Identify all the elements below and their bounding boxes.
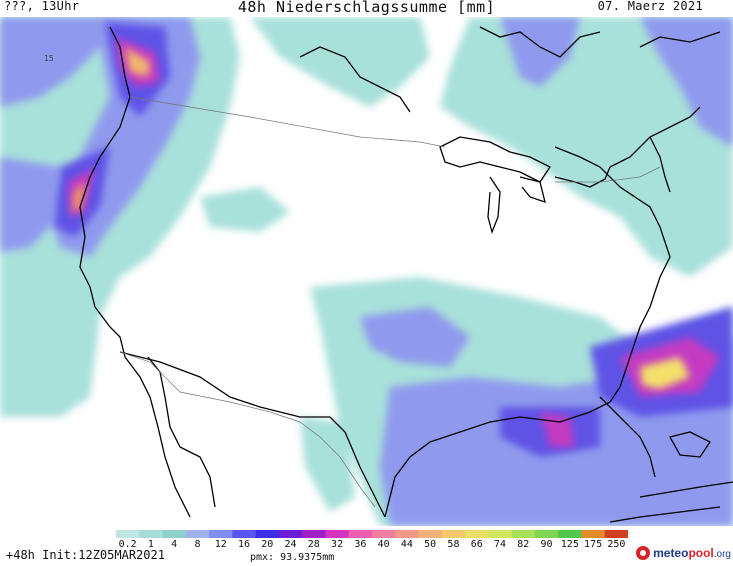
legend-tick-label: 40 xyxy=(377,539,390,550)
legend-tick-label: 58 xyxy=(447,539,460,550)
legend-color-segment xyxy=(418,530,443,538)
coastlines xyxy=(79,26,733,523)
valid-time-label: ???, 13Uhr xyxy=(4,0,80,13)
legend-color-segment xyxy=(185,530,210,538)
legend-color-segment xyxy=(278,530,303,538)
legend-color-segment xyxy=(348,530,373,538)
legend-color-segment xyxy=(255,530,280,538)
logo-text-meteo: meteo xyxy=(653,546,689,560)
legend-tick-label: 44 xyxy=(400,539,413,550)
legend-tick-label: 12 xyxy=(214,539,227,550)
legend-color-segment xyxy=(441,530,466,538)
meteopool-logo[interactable]: meteopool.org xyxy=(636,546,731,560)
legend-color-segment xyxy=(534,530,559,538)
political-borders xyxy=(119,96,661,508)
legend-color-segment xyxy=(558,530,582,538)
precipitation-map: 15 xyxy=(0,17,733,526)
legend-color-segment xyxy=(325,530,350,538)
legend-color-segment xyxy=(162,530,187,538)
legend-color-segment xyxy=(232,530,257,538)
legend-tick-label: 74 xyxy=(493,539,507,550)
legend-color-segment xyxy=(209,530,233,538)
legend-colorbar xyxy=(116,530,628,538)
legend-color-segment xyxy=(511,530,536,538)
legend-tick-label: 50 xyxy=(424,539,437,550)
meteopool-icon xyxy=(636,546,651,560)
legend-tick-labels: 0.2 1 4 8 12 16 20 24 28 32 36 40 44 50 58 66 74 82 90 125 1… xyxy=(116,539,628,551)
legend-tick-label: 90 xyxy=(540,539,553,550)
precip-extreme-field xyxy=(73,47,690,389)
legend-tick-label: 24 xyxy=(284,539,297,550)
legend-tick-label: 66 xyxy=(470,539,483,550)
date-label: 07. Maerz 2021 xyxy=(597,0,703,13)
legend-tick-label: 125 xyxy=(560,539,579,550)
legend-tick-label: 20 xyxy=(261,539,274,550)
legend-tick-label: 32 xyxy=(331,539,344,550)
legend-tick-label: 250 xyxy=(607,539,626,550)
contour-value-label: 15 xyxy=(44,54,54,63)
legend-arrow xyxy=(624,530,628,538)
logo-text-org: .org xyxy=(713,549,731,560)
legend-color-segment xyxy=(139,530,164,538)
legend-color-segment xyxy=(302,530,326,538)
legend-tick-label: 82 xyxy=(517,539,530,550)
legend-tick-label: 4 xyxy=(171,539,178,550)
legend-color-segment xyxy=(116,530,140,538)
legend-tick-label: 16 xyxy=(237,539,251,550)
legend-tick-label: 36 xyxy=(354,539,367,550)
legend-color-segment xyxy=(372,530,396,538)
legend-tick-label: 175 xyxy=(584,539,603,550)
init-time-label: +48h Init:12Z05MAR2021 xyxy=(6,548,165,562)
map-title: 48h Niederschlagssumme [mm] xyxy=(237,0,496,16)
legend-tick-label: 8 xyxy=(194,539,201,550)
logo-text-pool: pool xyxy=(688,546,714,560)
legend-color-segment xyxy=(581,530,606,538)
legend-tick-label: 1 xyxy=(147,539,154,550)
legend-color-segment xyxy=(488,530,513,538)
legend-tick-label: 28 xyxy=(307,539,320,550)
pmx-value-label: pmx: 93.9375mm xyxy=(250,552,335,563)
legend-tick-label: 0.2 xyxy=(118,539,137,550)
legend-color-segment xyxy=(395,530,420,538)
legend-color-segment xyxy=(465,530,489,538)
legend-color-segment xyxy=(604,530,628,538)
